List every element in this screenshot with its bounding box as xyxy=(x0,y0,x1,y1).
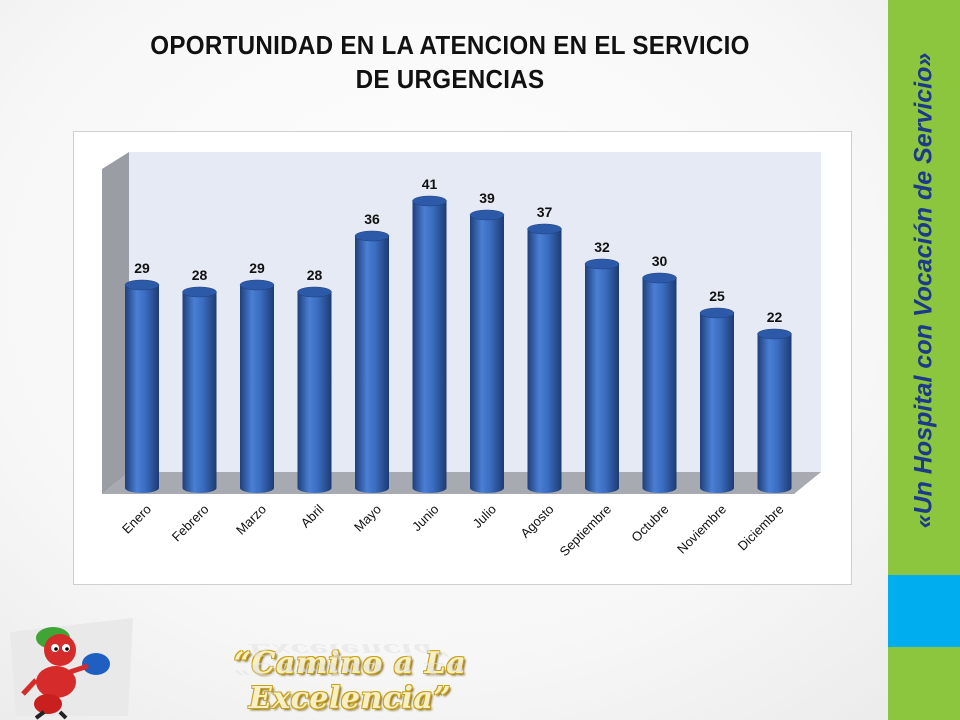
data-label: 28 xyxy=(307,267,323,283)
data-label: 29 xyxy=(134,260,150,276)
bar-junio xyxy=(412,195,447,494)
bar-body xyxy=(642,278,677,494)
x-tick-label: Marzo xyxy=(233,502,269,538)
x-tick-label: Febrero xyxy=(169,502,212,545)
bar-body xyxy=(412,201,447,494)
x-tick-labels: Enero Febrero Marzo Abril Mayo Junio Julio Agos… xyxy=(119,501,787,559)
x-tick-label: Agosto xyxy=(517,502,556,541)
bar-body xyxy=(527,229,562,494)
banner-green-band-top xyxy=(888,0,960,575)
bar-agosto xyxy=(527,223,562,494)
bar-octubre xyxy=(642,272,677,494)
bar-noviembre xyxy=(699,307,735,493)
title-line-1: OPORTUNIDAD EN LA ATENCION EN EL SERVICI… xyxy=(150,30,750,60)
bar-series xyxy=(124,195,792,494)
chart-floor xyxy=(102,472,821,494)
bar-body xyxy=(355,236,389,493)
banner-green-band-bottom xyxy=(888,647,960,720)
bar-body xyxy=(470,215,504,493)
side-banner-text: «Un Hospital con Vocación de Servicio» xyxy=(888,0,960,580)
data-label: 37 xyxy=(537,204,553,220)
bar-febrero xyxy=(182,286,217,494)
bar-septiembre xyxy=(584,258,620,493)
chart-frame: 29 28 29 28 36 41 39 37 32 30 25 22 Enero Febrero Mar… xyxy=(73,131,852,585)
x-tick-label: Mayo xyxy=(351,502,384,535)
chart-side-wall xyxy=(102,152,129,494)
x-tick-label: Junio xyxy=(409,502,442,535)
slide-title: OPORTUNIDAD EN LA ATENCION EN EL SERVICI… xyxy=(87,28,812,96)
bar-body xyxy=(585,264,619,493)
x-tick-label: Diciembre xyxy=(735,502,787,554)
bar-top xyxy=(182,286,217,298)
x-tick-label: Abril xyxy=(298,501,327,530)
title-line-2: DE URGENCIAS xyxy=(355,64,545,94)
data-label: 28 xyxy=(192,267,208,283)
data-label: 29 xyxy=(249,260,265,276)
bar-body xyxy=(700,313,734,493)
bar-julio xyxy=(469,209,505,493)
bar-body xyxy=(297,292,332,494)
bar-enero xyxy=(124,279,160,493)
data-label: 25 xyxy=(709,288,725,304)
bar-top xyxy=(527,223,562,235)
bar-top xyxy=(584,258,620,270)
slogan-reflection: “Camino a La Excelencia” xyxy=(233,639,467,679)
bar-mayo xyxy=(354,230,390,493)
bar-body xyxy=(125,285,159,493)
side-banner-label: «Un Hospital con Vocación de Servicio» xyxy=(909,52,938,528)
bar-top xyxy=(757,328,792,340)
bar-top xyxy=(239,279,275,291)
bar-top xyxy=(354,230,390,242)
bar-chart: 29 28 29 28 36 41 39 37 32 30 25 22 Enero Febrero Mar… xyxy=(102,152,821,559)
x-tick-label: Octubre xyxy=(628,502,671,545)
banner-blue-band xyxy=(888,575,960,647)
side-banner xyxy=(888,0,960,720)
data-label: 39 xyxy=(479,190,495,206)
x-tick-label: Noviembre xyxy=(674,502,729,557)
x-tick-label: Septiembre xyxy=(557,502,615,560)
data-label: 22 xyxy=(767,309,783,325)
slogan-text: “Camino a La Excelencia” xyxy=(233,646,467,716)
bar-abril xyxy=(297,286,332,494)
data-label: 41 xyxy=(422,176,438,192)
bar-body xyxy=(757,334,792,494)
data-label: 36 xyxy=(364,211,380,227)
x-tick-label: Julio xyxy=(470,502,500,532)
bar-top xyxy=(642,272,677,284)
bar-top xyxy=(469,209,505,221)
bar-diciembre xyxy=(757,328,792,494)
slogan: “Camino a La Excelencia” “Camino a La Ex… xyxy=(150,640,550,717)
data-label: 32 xyxy=(594,239,610,255)
bar-top xyxy=(699,307,735,319)
bar-top xyxy=(412,195,447,207)
bar-body xyxy=(240,285,274,493)
ant-mascot-logo-icon xyxy=(10,618,133,720)
data-label: 30 xyxy=(652,253,668,269)
bar-top xyxy=(124,279,160,291)
bar-marzo xyxy=(239,279,275,493)
data-labels: 29 28 29 28 36 41 39 37 32 30 25 22 xyxy=(134,176,782,325)
x-tick-label: Enero xyxy=(119,502,154,537)
bar-top xyxy=(297,286,332,298)
bar-body xyxy=(182,292,217,494)
